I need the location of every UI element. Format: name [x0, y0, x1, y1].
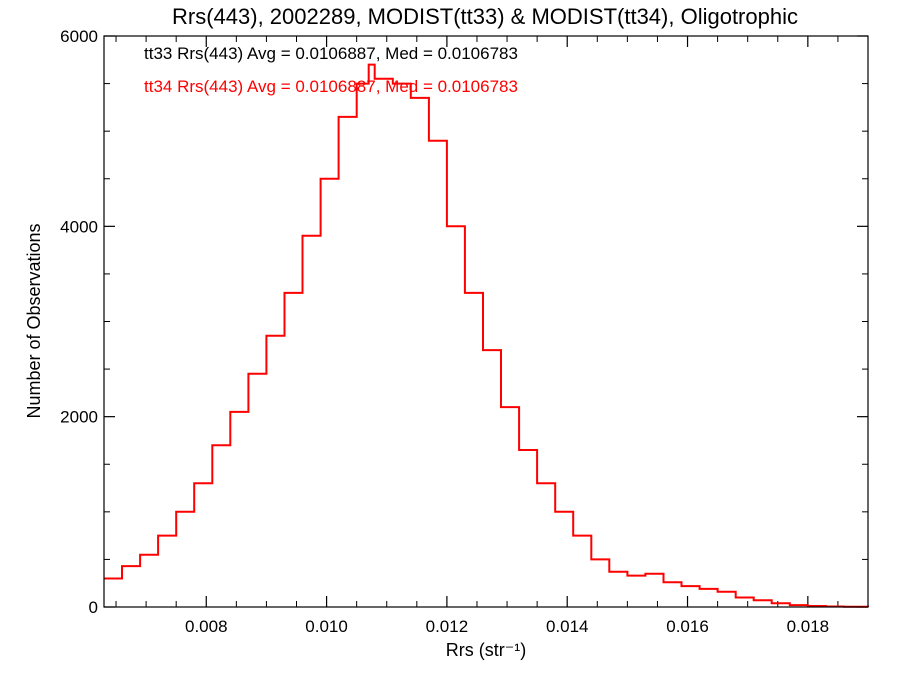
annotation-layer: tt33 Rrs(443) Avg = 0.0106887, Med = 0.0…: [144, 44, 518, 96]
series-layer: [104, 63, 869, 608]
x-axis-label: Rrs (str⁻¹): [446, 640, 526, 660]
y-tick-label: 4000: [60, 217, 98, 236]
plot-area: 0.008 0.010 0.012 0.014 0.016 0.018 0 2000 4000 6…: [60, 27, 869, 636]
x-tick-label: 0.018: [787, 617, 830, 636]
series-line: [104, 63, 869, 608]
annotation-text: tt34 Rrs(443) Avg = 0.0106887, Med = 0.0…: [144, 77, 518, 96]
tick-layer: 0.008 0.010 0.012 0.014 0.016 0.018 0 2000 4000 6…: [60, 27, 869, 636]
annotation-text: tt33 Rrs(443) Avg = 0.0106887, Med = 0.0…: [144, 44, 518, 63]
y-tick-label: 6000: [60, 27, 98, 46]
chart-title: Rrs(443), 2002289, MODIST(tt33) & MODIST…: [172, 4, 798, 29]
x-tick-label: 0.008: [185, 617, 228, 636]
x-tick-label: 0.012: [426, 617, 469, 636]
y-tick-label: 2000: [60, 408, 98, 427]
x-tick-label: 0.010: [305, 617, 348, 636]
x-tick-label: 0.016: [666, 617, 709, 636]
plot-frame: [103, 35, 869, 608]
y-tick-label: 0: [89, 598, 98, 617]
x-tick-label: 0.014: [546, 617, 589, 636]
y-axis-label: Number of Observations: [24, 223, 44, 418]
